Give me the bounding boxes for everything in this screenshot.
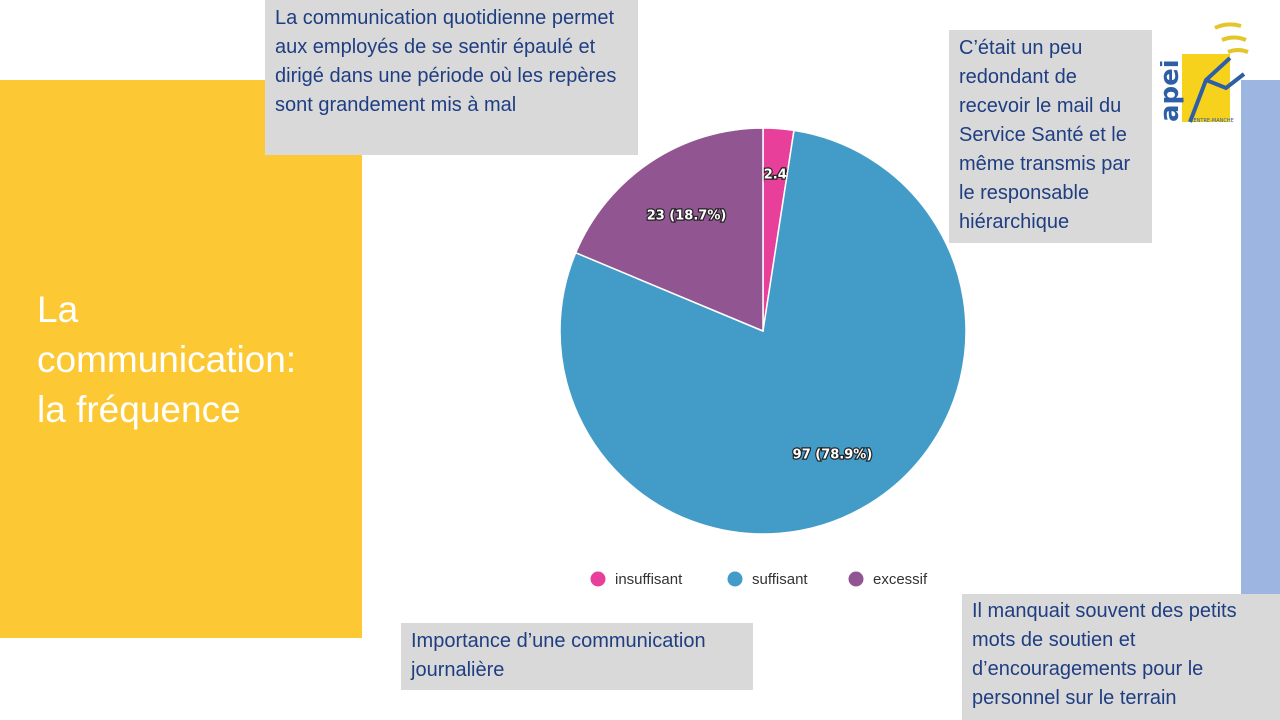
callout-support-messages: Il manquait souvent des petits mots de s… [962,594,1280,720]
pie-slice-excessif [574,127,764,333]
legend-marker-excessif[interactable] [848,571,864,587]
side-accent-bar [1241,80,1280,594]
callout-redundant-mail: C’était un peu redondant de recevoir le … [949,30,1152,243]
logo-subtext: CENTRE-MANCHE [1190,118,1234,124]
callout-importance: Importance d’une communication journaliè… [401,623,753,690]
title-panel [0,80,362,638]
legend-label-suffisant[interactable]: suffisant [752,571,808,588]
logo-figure [1188,56,1246,123]
legend-marker-insuffisant[interactable] [590,571,606,587]
logo-birds [1214,22,1249,54]
pie-slice-suffisant [559,129,967,535]
legend-label-excessif[interactable]: excessif [873,571,928,588]
data-label-excessif: 23 (18.7%) [647,209,727,224]
slide-title: La communication: la fréquence [37,289,297,430]
callout-daily-communication: La communication quotidienne permet aux … [265,0,638,155]
legend-marker-suffisant[interactable] [727,571,743,587]
legend-label-insuffisant[interactable]: insuffisant [615,571,683,588]
data-label-suffisant: 97 (78.9%) [793,447,873,462]
logo-text: apei [1160,59,1185,122]
apei-logo: apei CENTRE-MANCHE [1160,22,1249,124]
